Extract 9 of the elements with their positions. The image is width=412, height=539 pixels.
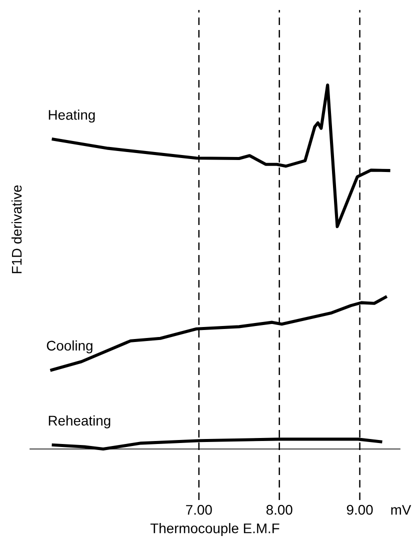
series-label: Cooling [46, 340, 92, 354]
x-tick-label: 8.00 [266, 504, 292, 515]
x-tick-label: 9.00 [346, 504, 373, 515]
x-tick-label: 7.00 [186, 504, 212, 515]
series-label: Heating [48, 110, 95, 123]
series-label: Reheating [48, 415, 110, 428]
x-axis-title: Thermocouple E.M.F [150, 523, 280, 536]
y-axis-title: F1D derivative [11, 185, 22, 274]
text: mV [391, 505, 412, 515]
